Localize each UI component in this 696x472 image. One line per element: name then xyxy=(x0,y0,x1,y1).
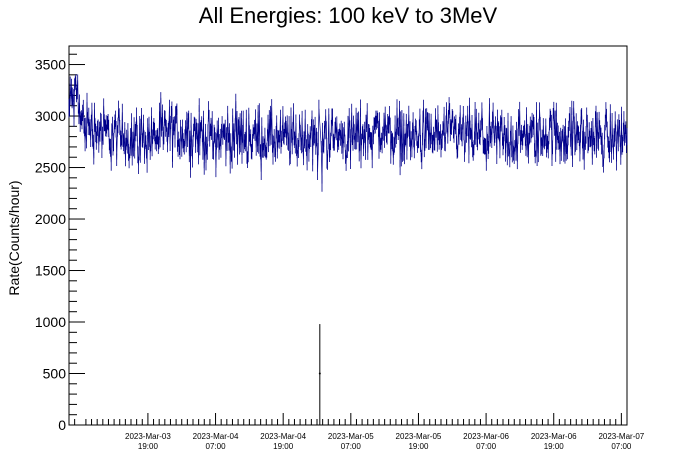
x-tick-time: 19:00 xyxy=(408,442,429,451)
y-tick-label: 0 xyxy=(58,417,66,433)
x-tick-time: 19:00 xyxy=(138,442,159,451)
x-tick-time: 07:00 xyxy=(611,442,632,451)
x-tick-date: 2023-Mar-06 xyxy=(531,432,577,441)
x-tick-time: 19:00 xyxy=(273,442,294,451)
y-tick-label: 3000 xyxy=(35,108,66,124)
x-tick-date: 2023-Mar-04 xyxy=(260,432,306,441)
x-tick-date: 2023-Mar-05 xyxy=(328,432,374,441)
x-tick-time: 07:00 xyxy=(476,442,497,451)
x-tick-time: 07:00 xyxy=(206,442,227,451)
y-tick-label: 1000 xyxy=(35,314,66,330)
dip-point xyxy=(318,372,321,375)
y-tick-label: 3500 xyxy=(35,57,66,73)
chart-title: All Energies: 100 keV to 3MeV xyxy=(199,3,498,28)
plot-frame xyxy=(68,45,628,426)
x-tick-time: 07:00 xyxy=(341,442,362,451)
y-tick-label: 2500 xyxy=(35,160,66,176)
x-tick-date: 2023-Mar-04 xyxy=(193,432,239,441)
y-tick-label: 2000 xyxy=(35,211,66,227)
y-axis-label: Rate(Counts/hour) xyxy=(6,180,22,295)
series-line xyxy=(68,80,628,184)
x-tick-date: 2023-Mar-03 xyxy=(125,432,171,441)
x-tick-time: 19:00 xyxy=(544,442,565,451)
x-tick-date: 2023-Mar-06 xyxy=(463,432,509,441)
y-tick-label: 500 xyxy=(43,366,67,382)
plot-area: 05001000150020002500300035002023-Mar-031… xyxy=(35,45,645,451)
x-tick-date: 2023-Mar-05 xyxy=(396,432,442,441)
x-tick-date: 2023-Mar-07 xyxy=(598,432,644,441)
y-tick-label: 1500 xyxy=(35,263,66,279)
